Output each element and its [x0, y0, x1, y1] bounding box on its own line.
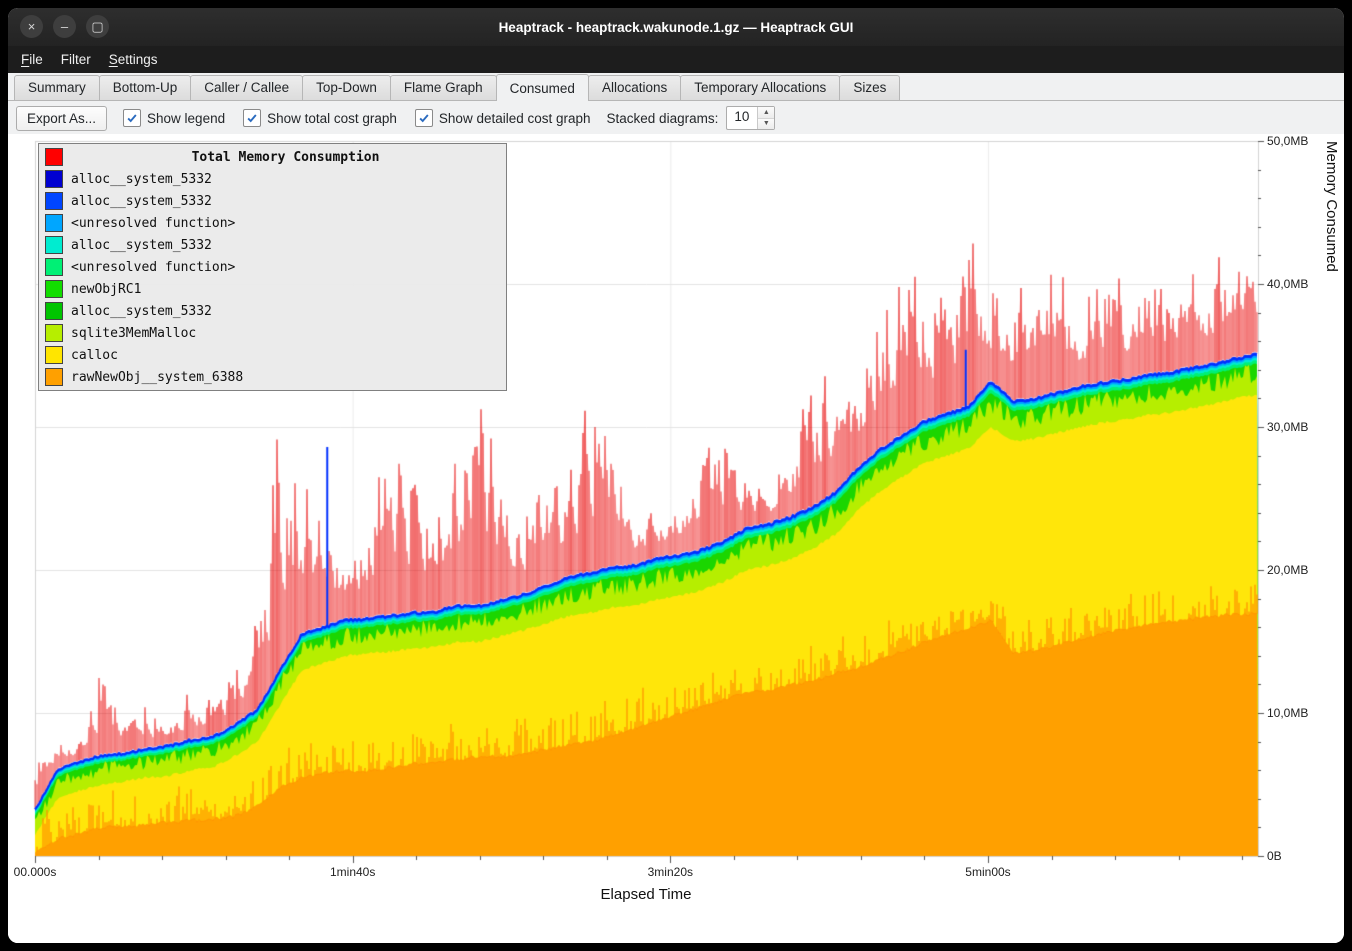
check-icon	[247, 114, 257, 123]
x-axis-title: Elapsed Time	[600, 886, 692, 903]
legend-label: alloc__system_5332	[71, 193, 212, 209]
tab-bottom-up[interactable]: Bottom-Up	[98, 75, 192, 100]
tab-temporary-allocations[interactable]: Temporary Allocations	[680, 75, 841, 100]
checkbox-show-detailed-cost-graph[interactable]: Show detailed cost graph	[414, 109, 591, 127]
checkbox-label: Show legend	[147, 110, 226, 126]
legend-item: <unresolved function>	[39, 256, 506, 278]
legend-swatch	[45, 368, 63, 386]
spin-up-button[interactable]: ▲	[758, 107, 775, 119]
tab-consumed[interactable]: Consumed	[495, 74, 589, 101]
legend-swatch	[45, 236, 63, 254]
menu-file[interactable]: File	[21, 52, 43, 67]
window-title: Heaptrack - heaptrack.wakunode.1.gz — He…	[498, 19, 854, 35]
checkbox-box	[123, 109, 142, 127]
x-tick-3min20s: 3min20s	[647, 865, 693, 879]
chart-legend: Total Memory Consumption alloc__system_53…	[38, 143, 507, 391]
x-tick-5min00s: 5min00s	[965, 865, 1011, 879]
x-tick-00-000s: 00.000s	[13, 865, 57, 879]
legend-item: alloc__system_5332	[39, 190, 506, 212]
legend-label: alloc__system_5332	[71, 237, 212, 253]
legend-item: rawNewObj__system_6388	[39, 366, 506, 388]
legend-item: calloc	[39, 344, 506, 366]
minimize-button[interactable]: –	[53, 15, 76, 38]
x-tick-1min40s: 1min40s	[329, 865, 376, 879]
checkbox-show-legend[interactable]: Show legend	[123, 109, 225, 127]
check-icon	[127, 114, 137, 123]
stacked-diagrams-value[interactable]: 10	[734, 109, 750, 124]
legend-label: sqlite3MemMalloc	[71, 325, 197, 341]
tab-allocations[interactable]: Allocations	[587, 75, 682, 100]
tab-caller-callee[interactable]: Caller / Callee	[190, 75, 304, 100]
legend-swatch	[45, 214, 63, 232]
tab-sizes[interactable]: Sizes	[839, 75, 901, 100]
minimize-icon: –	[60, 19, 69, 34]
tab-summary[interactable]: Summary	[14, 75, 100, 100]
maximize-icon: ▢	[91, 18, 104, 34]
legend-item: alloc__system_5332	[39, 168, 506, 190]
app-window: × – ▢ Heaptrack - heaptrack.wakunode.1.g…	[8, 8, 1344, 943]
legend-label: calloc	[71, 347, 118, 363]
menu-settings[interactable]: Settings	[108, 52, 158, 67]
legend-item: newObjRC1	[39, 278, 506, 300]
legend-item: alloc__system_5332	[39, 234, 506, 256]
check-icon	[419, 114, 429, 123]
checkbox-label: Show detailed cost graph	[438, 110, 591, 126]
legend-label: Total Memory Consumption	[191, 149, 380, 165]
toolbar-checkboxes: Show legend Show total cost graph Show det…	[123, 109, 591, 127]
tab-top-down[interactable]: Top-Down	[302, 75, 391, 100]
tab-bar: Summary Bottom-Up Caller / Callee Top-Down F…	[8, 73, 1344, 101]
checkbox-label: Show total cost graph	[267, 110, 397, 126]
y-axis-title: Memory Consumed	[1323, 141, 1340, 272]
legend-label: newObjRC1	[71, 281, 142, 297]
toolbar: Export As... Show legend Show total cost …	[8, 101, 1344, 135]
legend-label: <unresolved function>	[71, 259, 236, 275]
stacked-diagrams-label: Stacked diagrams:	[606, 110, 719, 126]
y-tick-20-0mb: 20,0MB	[1267, 563, 1309, 577]
legend-label: <unresolved function>	[71, 215, 236, 231]
stacked-diagrams-group: Stacked diagrams: 10 ▲ ▼	[607, 106, 776, 130]
legend-item: sqlite3MemMalloc	[39, 322, 506, 344]
titlebar: × – ▢ Heaptrack - heaptrack.wakunode.1.g…	[8, 8, 1344, 46]
export-as-button[interactable]: Export As...	[16, 105, 108, 131]
legend-swatch	[45, 280, 63, 298]
spinbox-steppers: ▲ ▼	[757, 107, 775, 129]
tab-flame-graph[interactable]: Flame Graph	[389, 75, 497, 100]
maximize-button[interactable]: ▢	[86, 15, 109, 38]
close-icon: ×	[27, 19, 36, 34]
menubar: File Filter Settings	[8, 46, 1344, 73]
legend-swatch	[45, 258, 63, 276]
legend-label: alloc__system_5332	[71, 171, 212, 187]
legend-label: alloc__system_5332	[71, 303, 212, 319]
y-tick-40-0mb: 40,0MB	[1267, 277, 1309, 291]
close-button[interactable]: ×	[20, 15, 43, 38]
legend-item: <unresolved function>	[39, 212, 506, 234]
spin-down-button[interactable]: ▼	[758, 118, 775, 129]
y-tick-10-0mb: 10,0MB	[1267, 706, 1309, 720]
checkbox-box	[414, 109, 433, 127]
y-tick-30-0mb: 30,0MB	[1267, 420, 1309, 434]
y-tick-50-0mb: 50,0MB	[1267, 134, 1309, 148]
legend-swatch	[45, 346, 63, 364]
legend-item: alloc__system_5332	[39, 300, 506, 322]
legend-swatch	[45, 324, 63, 342]
legend-title-row: Total Memory Consumption	[39, 146, 506, 168]
titlebar-buttons: × – ▢	[20, 15, 109, 38]
checkbox-box	[243, 109, 262, 127]
stacked-diagrams-spinbox[interactable]: 10 ▲ ▼	[726, 106, 776, 130]
menu-filter[interactable]: Filter	[60, 52, 91, 67]
legend-swatch	[45, 170, 63, 188]
legend-swatch	[45, 302, 63, 320]
legend-swatch	[45, 192, 63, 210]
legend-swatch	[45, 148, 63, 166]
legend-label: rawNewObj__system_6388	[71, 369, 244, 385]
checkbox-show-total-cost-graph[interactable]: Show total cost graph	[243, 109, 397, 127]
y-tick-0b: 0B	[1267, 849, 1282, 863]
chart-area: Total Memory Consumption alloc__system_53…	[8, 134, 1344, 943]
